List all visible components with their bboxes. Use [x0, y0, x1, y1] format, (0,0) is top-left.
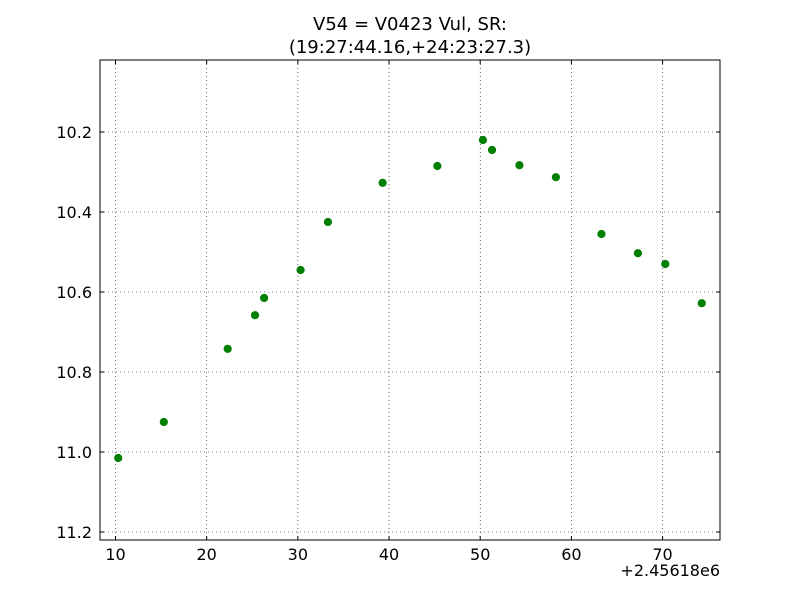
data-points — [114, 135, 706, 463]
data-point — [597, 229, 606, 239]
plot-area — [99, 59, 721, 541]
grid — [100, 60, 720, 540]
x-tick-label: 20 — [196, 545, 216, 564]
x-tick-label: 30 — [288, 545, 308, 564]
y-tick-label: 11.0 — [56, 443, 92, 462]
y-tick-label: 10.2 — [56, 123, 92, 142]
data-point — [260, 293, 269, 303]
chart-subtitle: (19:27:44.16,+24:23:27.3) — [289, 37, 531, 58]
data-point — [515, 161, 524, 170]
data-point — [661, 259, 670, 269]
x-axis-offset-label: +2.45618e6 — [620, 561, 720, 580]
data-point — [487, 145, 497, 155]
data-point — [114, 453, 123, 463]
chart-title: V54 = V0423 Vul, SR: — [313, 14, 507, 35]
data-point — [697, 299, 706, 308]
data-point — [223, 344, 232, 353]
data-point — [296, 265, 305, 275]
data-point — [478, 135, 488, 145]
axis-ticks: 10 20 30 40 50 60 70 10.2 10.4 10.6 10.8 11.0 11.2 — [56, 60, 720, 564]
x-tick-label: 50 — [470, 545, 490, 564]
y-tick-label: 10.6 — [56, 283, 92, 302]
data-point — [633, 249, 643, 258]
x-tick-label: 40 — [379, 545, 399, 564]
x-tick-label: 70 — [652, 545, 672, 564]
data-point — [433, 161, 442, 171]
x-tick-label: 60 — [561, 545, 581, 564]
data-point — [250, 311, 260, 320]
data-point — [159, 417, 168, 427]
data-point — [378, 178, 387, 187]
y-tick-label: 10.4 — [56, 203, 92, 222]
x-tick-label: 10 — [105, 545, 125, 564]
y-tick-label: 11.2 — [56, 523, 92, 542]
y-tick-label: 10.8 — [56, 363, 92, 382]
data-point — [551, 173, 560, 182]
data-point — [323, 217, 333, 227]
